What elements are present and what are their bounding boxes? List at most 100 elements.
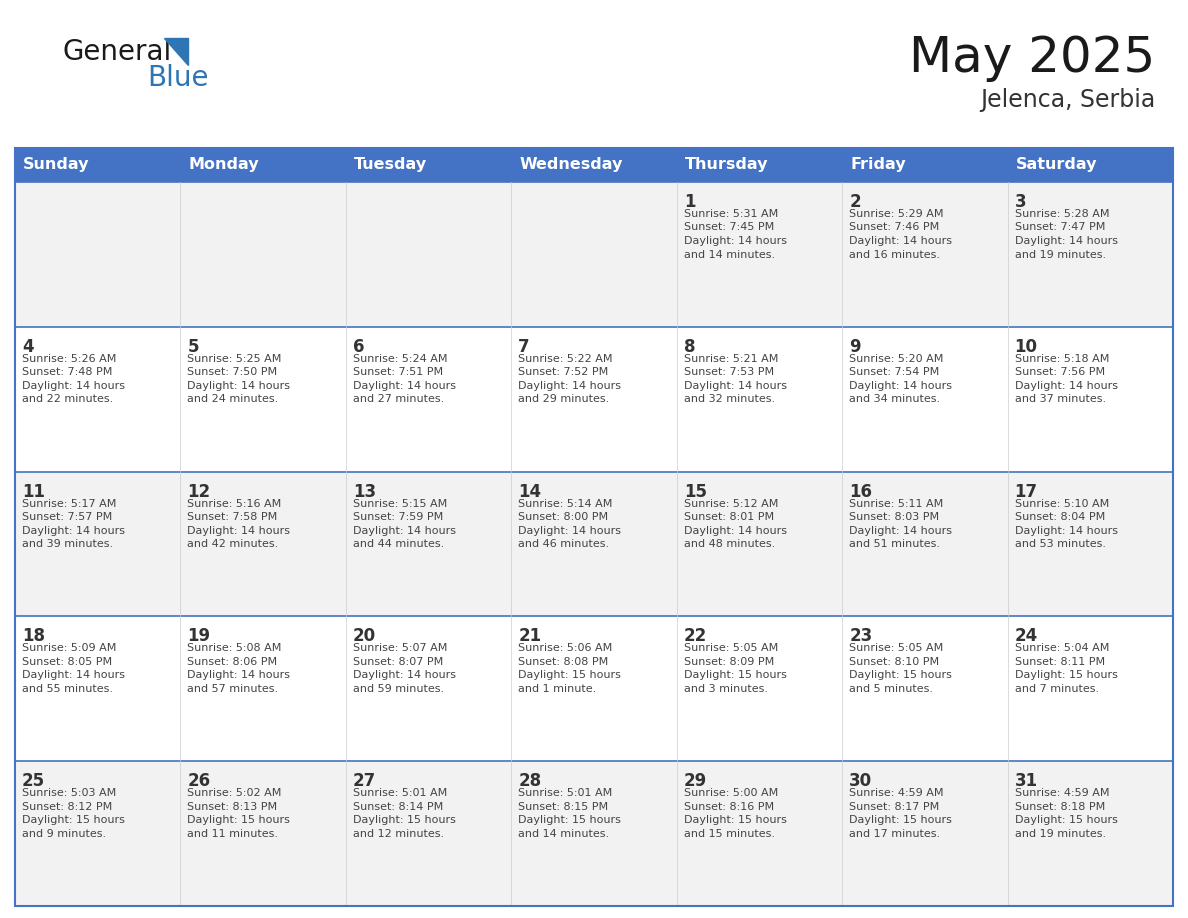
- Text: Daylight: 15 hours: Daylight: 15 hours: [849, 815, 952, 825]
- Text: Jelenca, Serbia: Jelenca, Serbia: [980, 88, 1155, 112]
- Text: Sunset: 7:47 PM: Sunset: 7:47 PM: [1015, 222, 1105, 232]
- Text: Sunrise: 5:25 AM: Sunrise: 5:25 AM: [188, 353, 282, 364]
- Text: and 39 minutes.: and 39 minutes.: [23, 539, 113, 549]
- Text: Blue: Blue: [147, 64, 209, 92]
- Bar: [15, 327, 1173, 472]
- Text: 19: 19: [188, 627, 210, 645]
- Text: and 19 minutes.: and 19 minutes.: [1015, 829, 1106, 839]
- Text: 12: 12: [188, 483, 210, 500]
- Text: Sunrise: 5:14 AM: Sunrise: 5:14 AM: [518, 498, 613, 509]
- Text: Sunset: 8:08 PM: Sunset: 8:08 PM: [518, 657, 608, 666]
- Text: 31: 31: [1015, 772, 1037, 790]
- Text: 22: 22: [684, 627, 707, 645]
- Text: Daylight: 15 hours: Daylight: 15 hours: [518, 815, 621, 825]
- Text: Daylight: 14 hours: Daylight: 14 hours: [188, 381, 290, 391]
- Text: Daylight: 14 hours: Daylight: 14 hours: [23, 670, 125, 680]
- Text: Sunset: 7:56 PM: Sunset: 7:56 PM: [1015, 367, 1105, 377]
- Text: Sunrise: 5:31 AM: Sunrise: 5:31 AM: [684, 209, 778, 219]
- Text: and 19 minutes.: and 19 minutes.: [1015, 250, 1106, 260]
- Text: Thursday: Thursday: [684, 158, 769, 173]
- Text: 30: 30: [849, 772, 872, 790]
- Text: 25: 25: [23, 772, 45, 790]
- Text: General: General: [62, 38, 171, 66]
- Text: 17: 17: [1015, 483, 1037, 500]
- Text: Daylight: 14 hours: Daylight: 14 hours: [849, 526, 952, 535]
- Text: Sunset: 7:53 PM: Sunset: 7:53 PM: [684, 367, 773, 377]
- Text: Sunset: 8:16 PM: Sunset: 8:16 PM: [684, 801, 773, 812]
- Text: Sunrise: 5:26 AM: Sunrise: 5:26 AM: [23, 353, 116, 364]
- Text: Sunrise: 5:05 AM: Sunrise: 5:05 AM: [849, 644, 943, 654]
- Text: Sunset: 7:50 PM: Sunset: 7:50 PM: [188, 367, 278, 377]
- Text: Sunset: 8:13 PM: Sunset: 8:13 PM: [188, 801, 278, 812]
- Text: Daylight: 14 hours: Daylight: 14 hours: [849, 236, 952, 246]
- Text: Sunset: 8:03 PM: Sunset: 8:03 PM: [849, 512, 940, 522]
- Text: Sunrise: 5:15 AM: Sunrise: 5:15 AM: [353, 498, 447, 509]
- Text: Daylight: 14 hours: Daylight: 14 hours: [684, 381, 786, 391]
- Bar: [511, 148, 677, 182]
- Text: and 42 minutes.: and 42 minutes.: [188, 539, 279, 549]
- Text: Sunset: 7:48 PM: Sunset: 7:48 PM: [23, 367, 113, 377]
- Text: Sunrise: 5:00 AM: Sunrise: 5:00 AM: [684, 789, 778, 798]
- Text: Daylight: 14 hours: Daylight: 14 hours: [188, 526, 290, 535]
- Text: Sunrise: 4:59 AM: Sunrise: 4:59 AM: [1015, 789, 1110, 798]
- Text: Sunrise: 5:04 AM: Sunrise: 5:04 AM: [1015, 644, 1108, 654]
- Text: Sunset: 7:51 PM: Sunset: 7:51 PM: [353, 367, 443, 377]
- Text: Sunrise: 5:01 AM: Sunrise: 5:01 AM: [518, 789, 613, 798]
- Text: and 59 minutes.: and 59 minutes.: [353, 684, 444, 694]
- Text: 9: 9: [849, 338, 861, 356]
- Text: and 48 minutes.: and 48 minutes.: [684, 539, 775, 549]
- Text: 29: 29: [684, 772, 707, 790]
- Text: and 3 minutes.: and 3 minutes.: [684, 684, 767, 694]
- Bar: [15, 761, 1173, 906]
- Text: Daylight: 15 hours: Daylight: 15 hours: [1015, 670, 1118, 680]
- Text: Daylight: 14 hours: Daylight: 14 hours: [518, 381, 621, 391]
- Text: Daylight: 14 hours: Daylight: 14 hours: [684, 526, 786, 535]
- Text: and 12 minutes.: and 12 minutes.: [353, 829, 444, 839]
- Text: and 46 minutes.: and 46 minutes.: [518, 539, 609, 549]
- Text: and 37 minutes.: and 37 minutes.: [1015, 395, 1106, 404]
- Text: Sunrise: 5:07 AM: Sunrise: 5:07 AM: [353, 644, 447, 654]
- Bar: [15, 182, 1173, 327]
- Text: and 11 minutes.: and 11 minutes.: [188, 829, 278, 839]
- Text: and 51 minutes.: and 51 minutes.: [849, 539, 940, 549]
- Bar: [181, 148, 346, 182]
- Text: and 1 minute.: and 1 minute.: [518, 684, 596, 694]
- Bar: [15, 148, 181, 182]
- Text: Sunrise: 5:12 AM: Sunrise: 5:12 AM: [684, 498, 778, 509]
- Text: 27: 27: [353, 772, 377, 790]
- Text: Daylight: 14 hours: Daylight: 14 hours: [23, 381, 125, 391]
- Text: 1: 1: [684, 193, 695, 211]
- Text: Daylight: 14 hours: Daylight: 14 hours: [353, 381, 456, 391]
- Bar: [1007, 148, 1173, 182]
- Text: Sunset: 7:45 PM: Sunset: 7:45 PM: [684, 222, 773, 232]
- Text: and 55 minutes.: and 55 minutes.: [23, 684, 113, 694]
- Text: Friday: Friday: [851, 158, 905, 173]
- Text: Sunset: 8:14 PM: Sunset: 8:14 PM: [353, 801, 443, 812]
- Text: Daylight: 14 hours: Daylight: 14 hours: [1015, 381, 1118, 391]
- Text: 15: 15: [684, 483, 707, 500]
- Text: Daylight: 14 hours: Daylight: 14 hours: [849, 381, 952, 391]
- Text: 14: 14: [518, 483, 542, 500]
- Text: 18: 18: [23, 627, 45, 645]
- Text: Sunset: 8:11 PM: Sunset: 8:11 PM: [1015, 657, 1105, 666]
- Text: 28: 28: [518, 772, 542, 790]
- Text: Sunrise: 5:05 AM: Sunrise: 5:05 AM: [684, 644, 778, 654]
- Text: Sunset: 7:52 PM: Sunset: 7:52 PM: [518, 367, 608, 377]
- Text: 4: 4: [23, 338, 33, 356]
- Text: and 27 minutes.: and 27 minutes.: [353, 395, 444, 404]
- Text: Sunrise: 5:21 AM: Sunrise: 5:21 AM: [684, 353, 778, 364]
- Text: 21: 21: [518, 627, 542, 645]
- Text: 20: 20: [353, 627, 375, 645]
- Text: 16: 16: [849, 483, 872, 500]
- Text: 13: 13: [353, 483, 375, 500]
- Text: Sunrise: 5:11 AM: Sunrise: 5:11 AM: [849, 498, 943, 509]
- Text: Sunrise: 5:24 AM: Sunrise: 5:24 AM: [353, 353, 448, 364]
- Text: Sunset: 8:04 PM: Sunset: 8:04 PM: [1015, 512, 1105, 522]
- Bar: [15, 148, 1173, 906]
- Text: and 9 minutes.: and 9 minutes.: [23, 829, 106, 839]
- Text: Daylight: 14 hours: Daylight: 14 hours: [353, 526, 456, 535]
- Text: Sunrise: 5:20 AM: Sunrise: 5:20 AM: [849, 353, 943, 364]
- Text: 5: 5: [188, 338, 198, 356]
- Text: Sunset: 7:57 PM: Sunset: 7:57 PM: [23, 512, 112, 522]
- Text: 10: 10: [1015, 338, 1037, 356]
